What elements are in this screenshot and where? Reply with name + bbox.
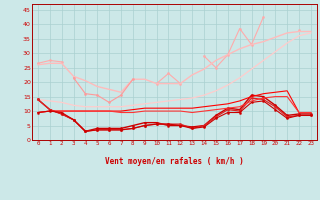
- X-axis label: Vent moyen/en rafales ( km/h ): Vent moyen/en rafales ( km/h ): [105, 157, 244, 166]
